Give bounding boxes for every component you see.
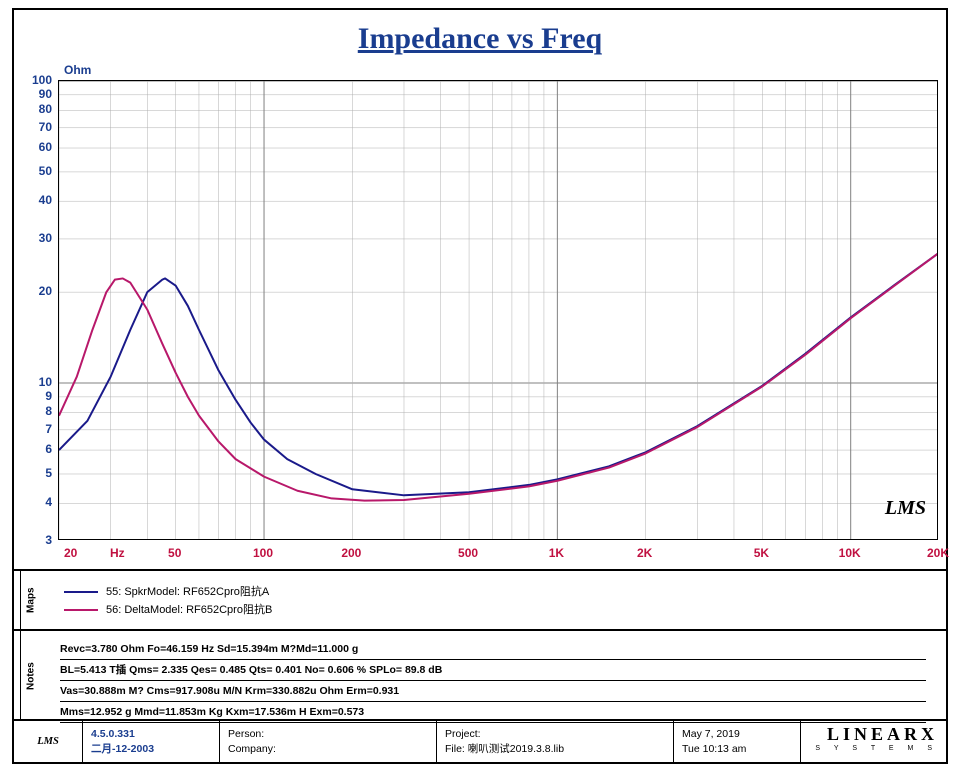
y-tick-label: 10 (39, 375, 52, 389)
watermark-text: LMS (885, 497, 926, 520)
y-tick-label: 5 (45, 466, 52, 480)
version-date: 二月-12-2003 (91, 742, 211, 757)
legend-panel-label: Maps (20, 571, 41, 629)
series-56 (59, 253, 938, 501)
y-axis-unit: Ohm (64, 63, 91, 77)
x-tick-label: 10K (839, 546, 861, 560)
impedance-chart (58, 80, 938, 540)
y-tick-label: 100 (32, 73, 52, 87)
footer-logo: LMS (14, 721, 83, 762)
note-line: Vas=30.888m M? Cms=917.908u M/N Krm=330.… (60, 681, 926, 702)
y-tick-label: 6 (45, 442, 52, 456)
legend-text: 56: DeltaModel: RF652Cpro阻抗B (106, 601, 272, 619)
x-tick-label: 1K (549, 546, 564, 560)
y-tick-label: 90 (39, 87, 52, 101)
y-tick-label: 60 (39, 140, 52, 154)
brand-sub: S Y S T E M S (815, 741, 938, 756)
y-tick-label: 9 (45, 389, 52, 403)
legend-item: 55: SpkrModel: RF652Cpro阻抗A (64, 583, 272, 601)
x-tick-label: 2K (637, 546, 652, 560)
note-line: Revc=3.780 Ohm Fo=46.159 Hz Sd=15.394m M… (60, 639, 926, 660)
y-tick-label: 80 (39, 102, 52, 116)
notes-content: Revc=3.780 Ohm Fo=46.159 Hz Sd=15.394m M… (60, 639, 926, 723)
x-tick-label: 5K (754, 546, 769, 560)
legend-item: 56: DeltaModel: RF652Cpro阻抗B (64, 601, 272, 619)
x-tick-label: 50 (168, 546, 181, 560)
brand-name: LINEARX (827, 727, 938, 741)
x-tick-label: 20K (927, 546, 949, 560)
legend-items: 55: SpkrModel: RF652Cpro阻抗A56: DeltaMode… (64, 583, 272, 619)
file-label: File: 喇叭测试2019.3.8.lib (445, 742, 665, 757)
y-tick-label: 7 (45, 422, 52, 436)
notes-panel-label: Notes (20, 631, 41, 721)
x-tick-label: 20 (64, 546, 77, 560)
project-label: Project: (445, 727, 665, 742)
report-frame: Impedance vs Freq Ohm 345678910203040506… (12, 8, 948, 764)
y-tick-label: 8 (45, 404, 52, 418)
legend-panel: Maps 55: SpkrModel: RF652Cpro阻抗A56: Delt… (14, 569, 946, 629)
x-tick-label: 200 (341, 546, 361, 560)
footer-version: 4.5.0.331 二月-12-2003 (83, 721, 220, 762)
y-tick-label: 30 (39, 231, 52, 245)
time-text: Tue 10:13 am (682, 742, 792, 757)
x-tick-label: 500 (458, 546, 478, 560)
version-number: 4.5.0.331 (91, 727, 211, 742)
legend-text: 55: SpkrModel: RF652Cpro阻抗A (106, 583, 269, 601)
company-label: Company: (228, 742, 428, 757)
y-tick-label: 70 (39, 120, 52, 134)
footer-brand: LINEARX S Y S T E M S (801, 721, 946, 762)
footer-project: Project: File: 喇叭测试2019.3.8.lib (437, 721, 674, 762)
y-tick-label: 3 (45, 533, 52, 547)
plot-area: 3456789102030405060708090100 50100200500… (58, 80, 938, 540)
x-axis-unit: Hz (110, 546, 125, 560)
footer-person: Person: Company: (220, 721, 437, 762)
footer-bar: LMS 4.5.0.331 二月-12-2003 Person: Company… (14, 719, 946, 762)
notes-panel: Notes Revc=3.780 Ohm Fo=46.159 Hz Sd=15.… (14, 629, 946, 721)
legend-swatch (64, 591, 98, 593)
date-text: May 7, 2019 (682, 727, 792, 742)
y-tick-label: 40 (39, 193, 52, 207)
y-tick-label: 50 (39, 164, 52, 178)
legend-swatch (64, 609, 98, 611)
footer-date: May 7, 2019 Tue 10:13 am (674, 721, 801, 762)
series-55 (59, 253, 938, 496)
chart-title: Impedance vs Freq (14, 22, 946, 56)
x-tick-label: 100 (253, 546, 273, 560)
y-tick-label: 4 (45, 495, 52, 509)
note-line: BL=5.413 T插 Qms= 2.335 Qes= 0.485 Qts= 0… (60, 660, 926, 681)
y-tick-label: 20 (39, 284, 52, 298)
person-label: Person: (228, 727, 428, 742)
